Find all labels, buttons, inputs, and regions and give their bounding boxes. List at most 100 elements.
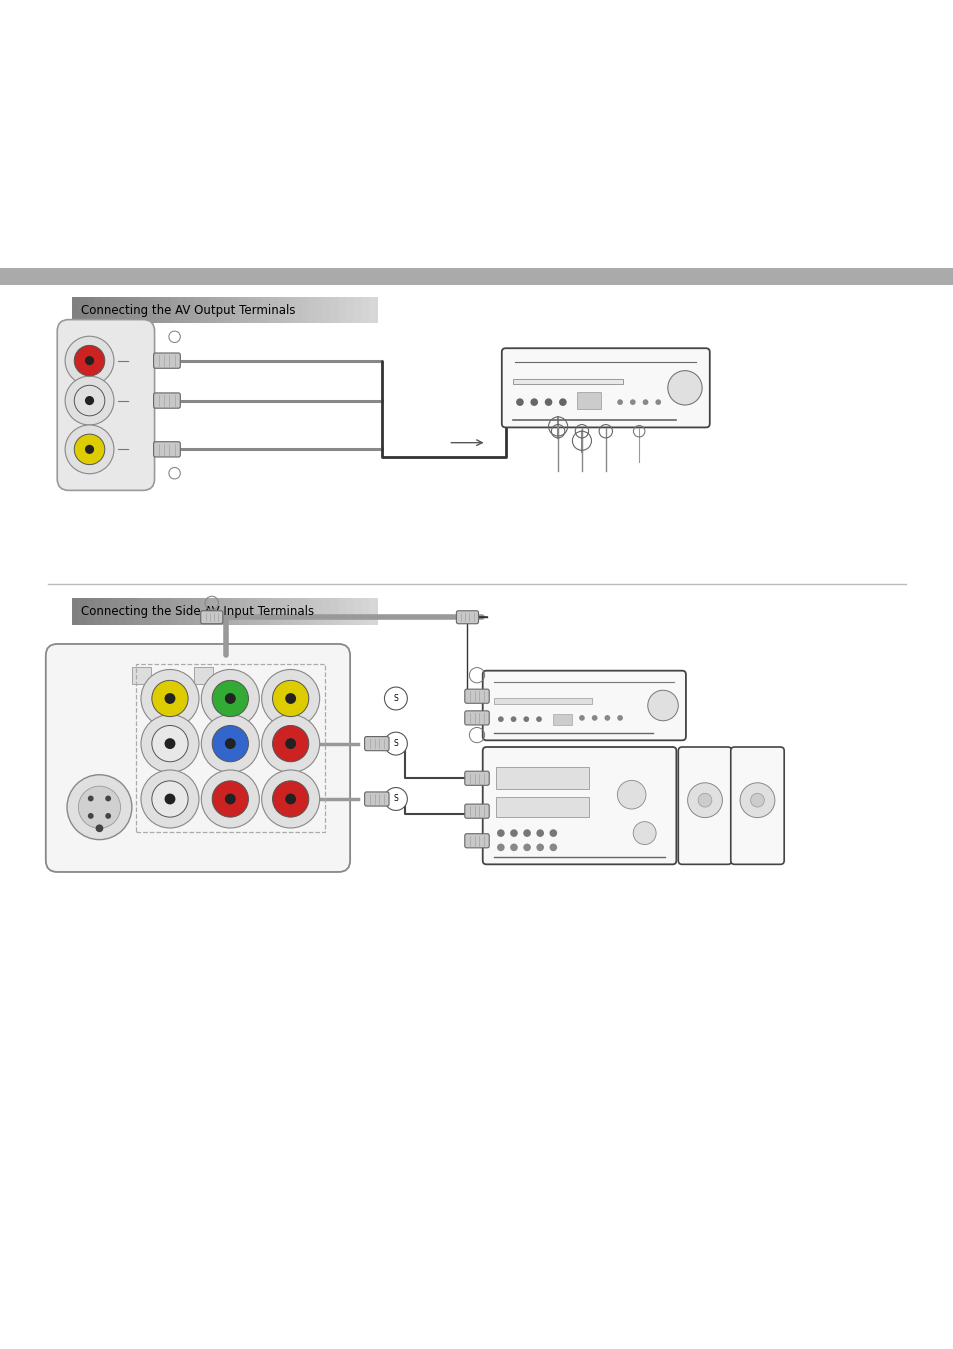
- Circle shape: [74, 386, 105, 415]
- Circle shape: [141, 770, 199, 828]
- Circle shape: [261, 770, 319, 828]
- Bar: [140, 297, 149, 324]
- FancyBboxPatch shape: [57, 320, 154, 491]
- Circle shape: [164, 693, 175, 704]
- Bar: [155, 297, 164, 324]
- Bar: [102, 598, 111, 625]
- Circle shape: [633, 822, 656, 844]
- Bar: [323, 598, 332, 625]
- Bar: [270, 297, 278, 324]
- Bar: [140, 598, 149, 625]
- Bar: [71, 598, 80, 625]
- Bar: [315, 297, 324, 324]
- Circle shape: [212, 726, 248, 762]
- Bar: [247, 297, 255, 324]
- Bar: [110, 598, 118, 625]
- Bar: [354, 297, 362, 324]
- Circle shape: [549, 830, 557, 836]
- Bar: [254, 598, 263, 625]
- Circle shape: [497, 830, 504, 836]
- FancyBboxPatch shape: [153, 393, 180, 409]
- Bar: [496, 768, 589, 789]
- Bar: [277, 598, 286, 625]
- Bar: [331, 598, 339, 625]
- Bar: [193, 598, 202, 625]
- Bar: [300, 598, 309, 625]
- Circle shape: [95, 824, 103, 832]
- Bar: [163, 297, 172, 324]
- Circle shape: [78, 786, 120, 828]
- Bar: [110, 297, 118, 324]
- Text: S: S: [394, 795, 397, 804]
- Bar: [125, 598, 133, 625]
- Bar: [369, 598, 377, 625]
- Circle shape: [65, 376, 113, 425]
- Bar: [132, 297, 141, 324]
- Circle shape: [558, 398, 566, 406]
- Bar: [132, 666, 151, 684]
- Bar: [308, 598, 316, 625]
- Circle shape: [384, 788, 407, 811]
- FancyBboxPatch shape: [464, 711, 489, 724]
- Circle shape: [285, 793, 295, 804]
- Bar: [323, 297, 332, 324]
- FancyBboxPatch shape: [200, 611, 223, 623]
- Bar: [285, 297, 294, 324]
- Circle shape: [617, 715, 622, 720]
- FancyBboxPatch shape: [456, 611, 478, 623]
- Bar: [494, 697, 591, 704]
- Bar: [315, 598, 324, 625]
- FancyBboxPatch shape: [464, 804, 489, 819]
- Circle shape: [273, 781, 309, 817]
- Bar: [232, 297, 240, 324]
- Circle shape: [285, 738, 295, 749]
- Circle shape: [141, 715, 199, 773]
- Bar: [553, 714, 572, 726]
- Bar: [232, 598, 240, 625]
- Bar: [346, 297, 355, 324]
- FancyBboxPatch shape: [501, 348, 709, 428]
- Circle shape: [105, 813, 111, 819]
- Bar: [338, 598, 347, 625]
- Circle shape: [629, 399, 635, 405]
- Circle shape: [85, 397, 94, 405]
- Circle shape: [591, 715, 597, 720]
- Circle shape: [536, 830, 543, 836]
- Circle shape: [261, 715, 319, 773]
- Circle shape: [74, 345, 105, 376]
- Bar: [136, 664, 324, 832]
- Circle shape: [536, 716, 541, 722]
- Bar: [361, 598, 370, 625]
- Bar: [201, 598, 210, 625]
- Text: S: S: [394, 693, 397, 703]
- Bar: [87, 598, 95, 625]
- Bar: [193, 666, 213, 684]
- Circle shape: [530, 398, 537, 406]
- Circle shape: [510, 843, 517, 851]
- Circle shape: [141, 669, 199, 727]
- Bar: [148, 598, 156, 625]
- Bar: [216, 598, 225, 625]
- Circle shape: [212, 781, 248, 817]
- Circle shape: [212, 680, 248, 716]
- Bar: [496, 797, 589, 816]
- Bar: [87, 297, 95, 324]
- Bar: [155, 598, 164, 625]
- Circle shape: [201, 715, 259, 773]
- Circle shape: [88, 813, 93, 819]
- Circle shape: [273, 726, 309, 762]
- Circle shape: [152, 726, 188, 762]
- Circle shape: [65, 425, 113, 473]
- Bar: [178, 297, 187, 324]
- Circle shape: [536, 843, 543, 851]
- Circle shape: [642, 399, 648, 405]
- Bar: [277, 297, 286, 324]
- Bar: [300, 297, 309, 324]
- Circle shape: [85, 356, 94, 366]
- Circle shape: [384, 687, 407, 710]
- Bar: [224, 297, 233, 324]
- Circle shape: [544, 398, 552, 406]
- FancyBboxPatch shape: [364, 792, 389, 807]
- FancyBboxPatch shape: [364, 737, 389, 750]
- Circle shape: [617, 399, 622, 405]
